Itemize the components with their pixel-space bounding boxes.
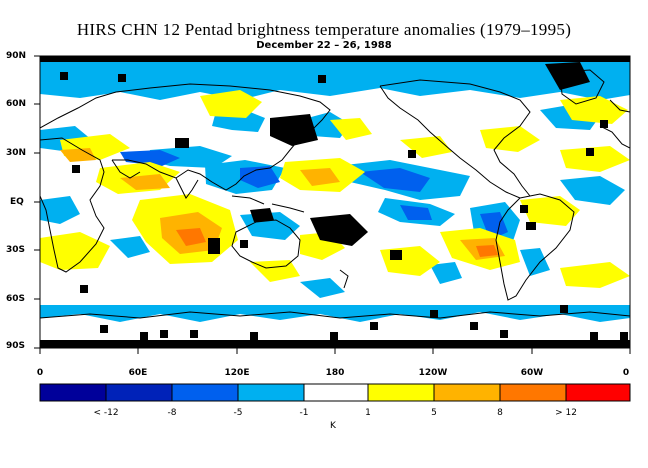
colorbar-swatch-4	[238, 384, 304, 401]
lon-label-60w: 60W	[520, 368, 544, 378]
colorbar-label-5: 1	[365, 408, 371, 418]
colorbar-swatch-9	[566, 384, 630, 401]
lon-label-0-east: 0	[622, 368, 630, 378]
colorbar-label-6: 5	[431, 408, 437, 418]
lat-label-eq: EQ	[10, 197, 24, 207]
colorbar-swatch-6	[368, 384, 434, 401]
colorbar-swatch-7	[434, 384, 500, 401]
lat-label-30s: 30S	[6, 245, 26, 255]
map-title: HIRS CHN 12 Pentad brightness temperatur…	[76, 20, 572, 39]
colorbar	[39, 383, 631, 402]
lon-label-120w: 120W	[418, 368, 448, 378]
colorbar-label-8: > 12	[555, 408, 577, 418]
red-orange-regions	[176, 228, 498, 257]
colorbar-label-3: -5	[233, 408, 243, 418]
darker-blue-regions	[120, 150, 508, 240]
map-subtitle: December 22 – 26, 1988	[256, 40, 392, 51]
lon-label-60e: 60E	[128, 368, 148, 378]
colorbar-swatch-1	[40, 384, 106, 401]
lat-label-90n: 90N	[6, 51, 27, 61]
lat-label-90s: 90S	[6, 341, 26, 351]
lon-label-120e: 120E	[224, 368, 250, 378]
colorbar-swatch-3	[172, 384, 238, 401]
colorbar-swatch-2	[106, 384, 172, 401]
colorbar-label-2: -8	[167, 408, 177, 418]
axis-ticks	[34, 55, 631, 354]
colorbar-swatch-5	[304, 384, 368, 401]
lat-label-30n: 30N	[6, 148, 27, 158]
lat-label-60n: 60N	[6, 99, 27, 109]
map-field	[40, 56, 630, 348]
colorbar-unit: K	[330, 421, 336, 431]
colorbar-label-4: -1	[299, 408, 309, 418]
lon-label-180: 180	[325, 368, 345, 378]
colorbar-label-1: < -12	[93, 408, 119, 418]
lat-label-60s: 60S	[6, 294, 26, 304]
lon-label-0: 0	[36, 368, 44, 378]
colorbar-swatch-8	[500, 384, 566, 401]
coastlines	[40, 69, 630, 319]
colorbar-label-7: 8	[497, 408, 503, 418]
missing-data-cells	[40, 56, 630, 348]
